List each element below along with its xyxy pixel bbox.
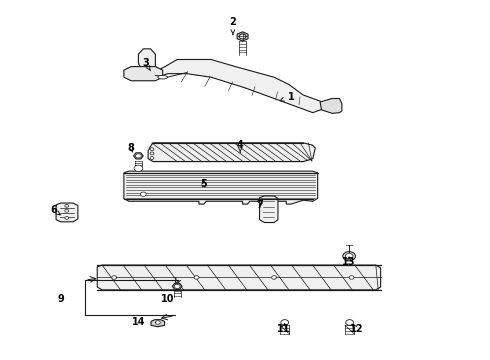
Text: 8: 8 [128, 143, 135, 153]
Text: 14: 14 [132, 317, 145, 327]
Text: 12: 12 [350, 324, 363, 334]
Polygon shape [158, 59, 322, 113]
Text: 11: 11 [277, 324, 291, 334]
Circle shape [140, 192, 146, 196]
Text: 2: 2 [229, 17, 236, 34]
Circle shape [150, 157, 154, 159]
Circle shape [174, 284, 180, 288]
Polygon shape [151, 320, 165, 327]
Circle shape [136, 154, 141, 158]
Polygon shape [172, 283, 182, 289]
Circle shape [112, 276, 117, 279]
Polygon shape [148, 143, 315, 162]
Text: 1: 1 [280, 92, 294, 102]
Polygon shape [134, 153, 143, 159]
Text: 3: 3 [142, 58, 150, 71]
Circle shape [194, 276, 199, 279]
Polygon shape [138, 49, 155, 70]
Polygon shape [320, 99, 342, 113]
Circle shape [155, 321, 160, 324]
Circle shape [150, 148, 154, 150]
Text: 5: 5 [200, 179, 207, 189]
Text: 6: 6 [50, 205, 60, 215]
Text: 4: 4 [237, 140, 244, 152]
Circle shape [65, 216, 69, 219]
Circle shape [134, 165, 143, 171]
Circle shape [239, 34, 246, 39]
Text: 10: 10 [161, 294, 174, 304]
Text: 7: 7 [256, 199, 263, 210]
Circle shape [346, 320, 353, 325]
Polygon shape [260, 196, 278, 222]
Text: 13: 13 [343, 257, 356, 266]
Circle shape [349, 276, 354, 279]
Circle shape [65, 210, 69, 212]
Text: 9: 9 [57, 294, 64, 304]
Polygon shape [124, 67, 163, 81]
Polygon shape [124, 171, 318, 204]
Polygon shape [237, 32, 248, 41]
Circle shape [345, 253, 353, 259]
Circle shape [343, 252, 355, 261]
Polygon shape [97, 265, 381, 290]
Circle shape [271, 276, 276, 279]
Ellipse shape [158, 76, 168, 79]
Circle shape [150, 152, 154, 155]
Polygon shape [56, 203, 78, 222]
Circle shape [65, 204, 69, 207]
Circle shape [281, 320, 289, 325]
